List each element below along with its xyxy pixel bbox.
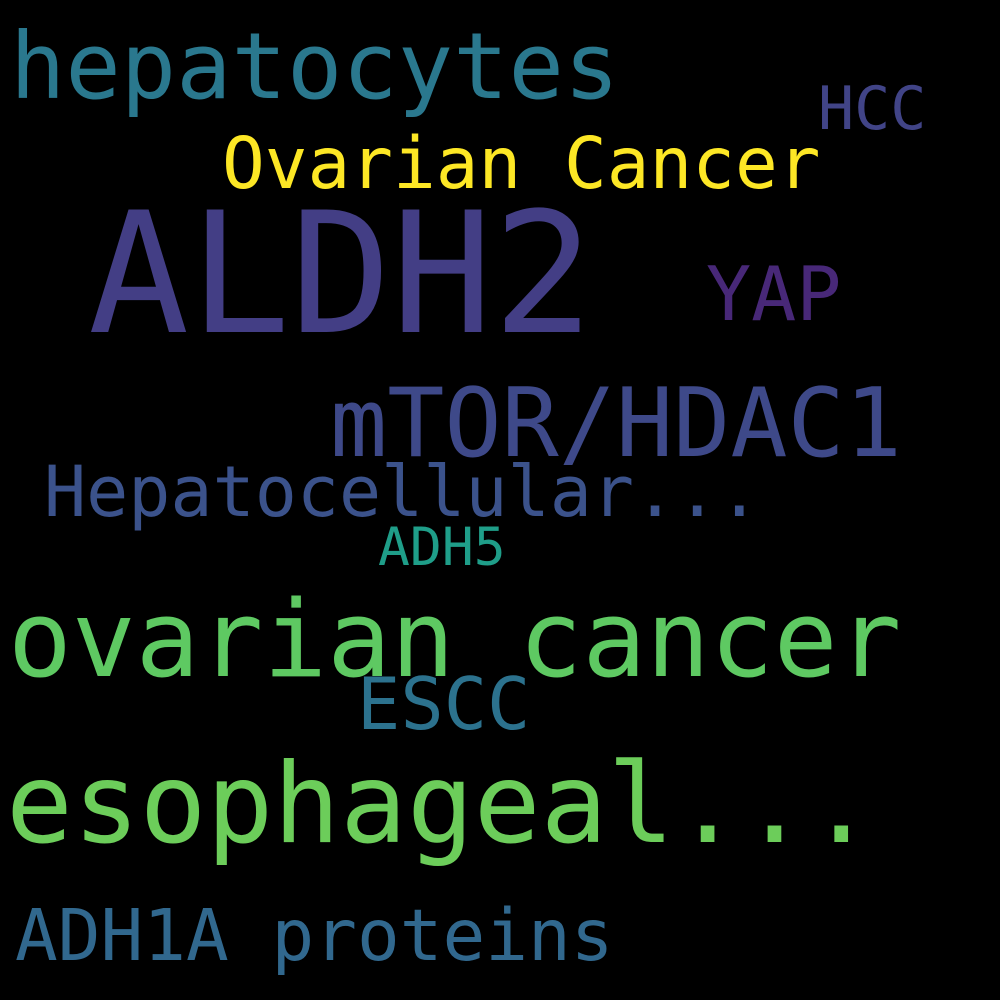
word-escc: ESCC: [357, 662, 531, 746]
word-mtor-hdac1: mTOR/HDAC1: [330, 369, 902, 479]
word-hepatocellular: Hepatocellular...: [44, 451, 761, 533]
word-hepatocytes: hepatocytes: [10, 13, 620, 120]
word-adh1a-proteins: ADH1A proteins: [15, 894, 614, 977]
word-aldh2: ALDH2: [88, 176, 594, 372]
word-ovarian-cancer-lowercase: ovarian cancer: [8, 578, 902, 701]
word-esophageal: esophageal...: [6, 740, 875, 869]
word-yap: YAP: [706, 250, 842, 338]
word-hcc: HCC: [818, 74, 927, 144]
word-ovarian-cancer-capitalized: Ovarian Cancer: [222, 122, 821, 205]
word-adh5: ADH5: [378, 517, 506, 578]
